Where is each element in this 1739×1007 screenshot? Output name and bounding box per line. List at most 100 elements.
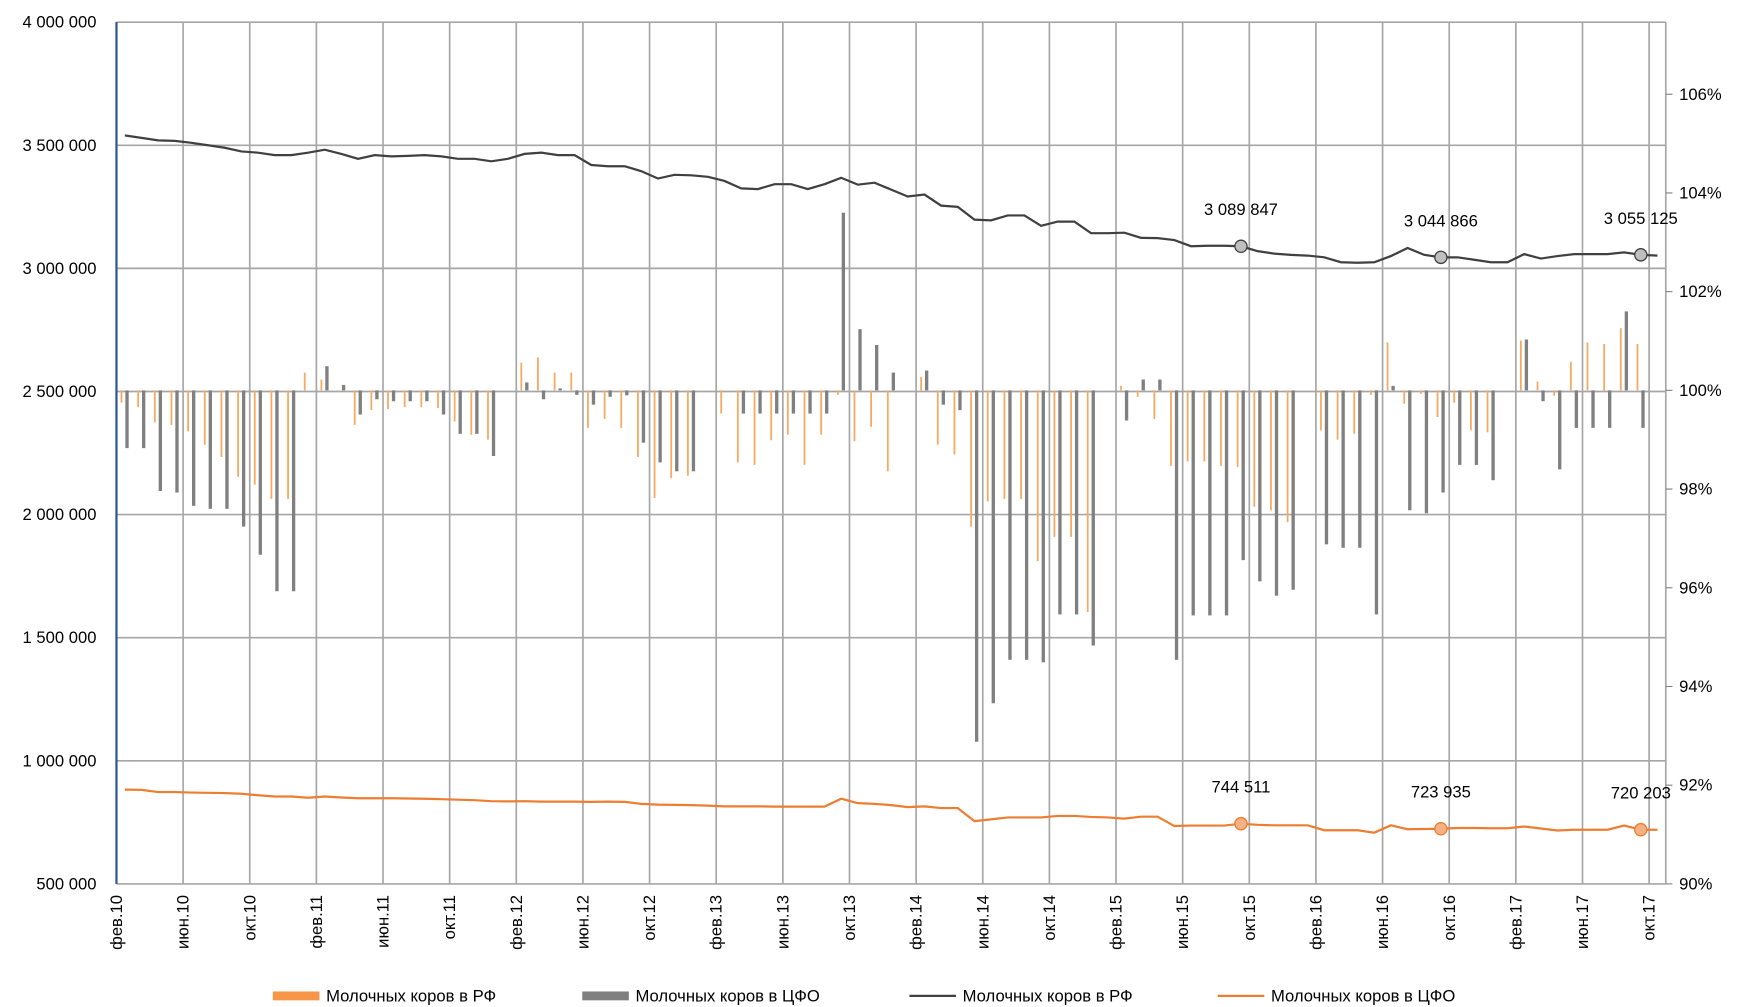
y2-tick-label: 106% — [1679, 85, 1722, 104]
x-tick-label: фев.14 — [907, 895, 926, 950]
bar — [758, 390, 762, 414]
x-tick-label: фев.16 — [1306, 895, 1325, 950]
x-tick-label: окт.16 — [1440, 895, 1459, 941]
x-tick-label: фев.11 — [307, 895, 326, 949]
bar — [753, 390, 756, 465]
bar — [458, 390, 462, 434]
bar — [591, 390, 596, 405]
point-marker — [1634, 822, 1648, 837]
y2-tick-label: 96% — [1679, 578, 1712, 597]
y2-tick-label: 98% — [1679, 480, 1712, 499]
bar — [1053, 390, 1056, 537]
bar — [453, 390, 456, 422]
bar — [1386, 342, 1389, 391]
y2-tick-label: 104% — [1679, 183, 1722, 202]
bar — [1574, 390, 1579, 428]
bar — [608, 390, 612, 397]
point-marker — [1434, 250, 1448, 265]
bar — [137, 390, 140, 408]
bar — [142, 390, 146, 449]
bar — [208, 390, 212, 509]
bar — [1586, 342, 1589, 391]
x-tick-label: июн.11 — [374, 895, 393, 948]
y-tick-label: 1 000 000 — [23, 751, 97, 770]
bar — [1274, 390, 1279, 596]
bar — [391, 390, 396, 402]
bar — [475, 390, 479, 434]
data-label: 720 203 — [1611, 784, 1671, 803]
bar — [425, 390, 429, 402]
bar — [1091, 390, 1095, 646]
x-tick-label: окт.13 — [840, 895, 859, 941]
x-tick-label: фев.12 — [507, 895, 526, 950]
bar — [1158, 379, 1162, 391]
bar — [1624, 311, 1629, 391]
bar — [537, 357, 539, 391]
bar — [1474, 390, 1479, 465]
x-tick-label: июн.10 — [174, 895, 193, 949]
bar — [808, 390, 812, 414]
x-tick-label: фев.13 — [707, 895, 726, 950]
bar — [125, 390, 129, 449]
bar — [1241, 390, 1245, 561]
bar — [803, 390, 806, 465]
bar — [291, 390, 296, 592]
bar — [541, 390, 546, 400]
x-tick-label: фев.17 — [1506, 895, 1525, 950]
y-tick-label: 4 000 000 — [23, 13, 97, 32]
bar — [941, 390, 945, 405]
bar — [1020, 390, 1022, 499]
x-tick-label: фев.10 — [107, 895, 126, 950]
bar — [1408, 390, 1412, 511]
bar — [736, 390, 739, 463]
bar — [691, 390, 696, 472]
bar — [170, 390, 173, 425]
bar — [974, 390, 979, 742]
x-tick-label: июн.14 — [973, 895, 992, 949]
y2-tick-label: 94% — [1679, 677, 1712, 696]
bar — [1286, 390, 1289, 523]
bar — [991, 390, 995, 704]
bar — [836, 390, 839, 395]
bar — [553, 372, 556, 391]
bar — [720, 390, 723, 414]
bar — [1258, 390, 1262, 582]
bar — [1058, 390, 1062, 615]
bar — [625, 390, 629, 396]
bar — [237, 390, 239, 477]
point-marker — [1434, 821, 1448, 836]
x-tick-label: окт.11 — [440, 895, 459, 939]
y-tick-label: 500 000 — [36, 874, 96, 893]
bar — [1174, 390, 1179, 660]
bar — [870, 390, 873, 427]
line — [124, 788, 1658, 834]
y2-tick-label: 90% — [1679, 874, 1712, 893]
y-tick-label: 3 500 000 — [23, 136, 97, 155]
bar — [1458, 390, 1462, 465]
bar — [441, 390, 446, 415]
bar — [1124, 390, 1129, 421]
bar — [1641, 390, 1645, 428]
legend-swatch — [272, 991, 320, 1001]
bar — [408, 390, 412, 402]
bar — [220, 390, 223, 457]
bar — [303, 372, 306, 391]
bar — [1170, 390, 1172, 466]
bar — [1536, 381, 1539, 391]
bar — [203, 390, 206, 445]
bar — [920, 377, 923, 391]
x-tick-label: июн.16 — [1373, 895, 1392, 949]
bar — [603, 390, 606, 419]
bar — [820, 390, 823, 435]
bar — [1024, 390, 1029, 660]
bar — [775, 390, 779, 414]
bar — [387, 390, 389, 410]
bar — [741, 390, 746, 414]
bar — [225, 390, 229, 509]
legend-label: Молочных коров в РФ — [963, 986, 1133, 1005]
bar — [241, 390, 246, 527]
bar — [1191, 390, 1195, 616]
bar — [1558, 390, 1562, 470]
x-tick-label: окт.15 — [1240, 895, 1259, 941]
